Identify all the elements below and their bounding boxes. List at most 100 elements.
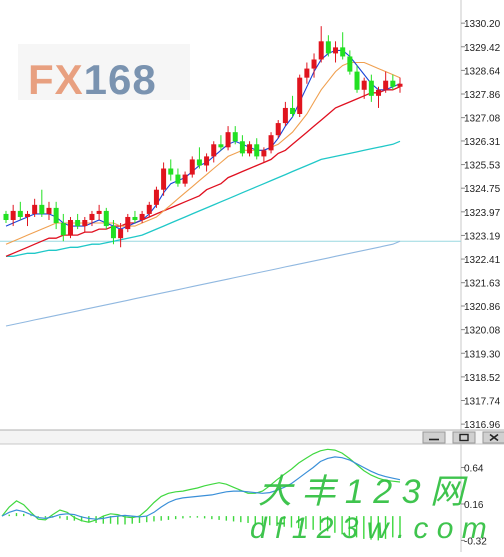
candle-body (182, 174, 188, 184)
candle-body (53, 207, 59, 224)
candle (17, 201, 23, 220)
price-tick-label: 1327.08 (464, 114, 501, 125)
candle-body (132, 216, 138, 220)
candle (247, 141, 253, 157)
candle (196, 147, 202, 169)
candle (318, 26, 324, 63)
minimize-button-frame[interactable] (422, 431, 446, 444)
watermark: 大 丰 1 2 3 网d f 1 2 3 w . c o m (250, 473, 487, 545)
candle-body (24, 213, 30, 217)
candle (376, 86, 382, 108)
candle-body (340, 47, 346, 57)
candle-body (168, 168, 174, 175)
candle (182, 171, 188, 187)
price-tick-label: 1318.52 (464, 373, 501, 384)
price-tick-label: 1330.20 (464, 19, 501, 30)
candle (268, 132, 274, 154)
candle-body (290, 107, 296, 114)
maximize-button-frame[interactable] (452, 431, 476, 444)
candle (118, 223, 124, 248)
candle-body (361, 80, 367, 90)
candle-body (125, 216, 131, 230)
maximize-button[interactable] (452, 431, 476, 444)
candle (368, 74, 374, 102)
price-panel: 1330.20 1329.42 1328.64 1327.86 1327.08 1326.… (0, 19, 501, 431)
close-icon (489, 433, 499, 442)
candle-body (325, 41, 331, 54)
price-tick-label: 1319.30 (464, 349, 501, 360)
candle-body (110, 226, 116, 239)
candle-body (390, 80, 396, 87)
price-tick-label: 1316.96 (464, 420, 501, 431)
candle (53, 201, 59, 230)
candle (354, 65, 360, 93)
candle (75, 213, 81, 230)
watermark-line2: d f 1 2 3 w . c o m (250, 512, 487, 545)
price-tick-label: 1320.86 (464, 302, 501, 313)
close-stroke (489, 433, 499, 442)
candle (347, 50, 353, 75)
price-tick-label: 1317.74 (464, 397, 501, 408)
candle (125, 213, 131, 233)
candle-body (354, 71, 360, 90)
candle (139, 210, 145, 224)
candle-body (211, 144, 217, 157)
candle-body (239, 141, 245, 154)
candle-body (75, 220, 81, 227)
candle-body (383, 80, 389, 90)
price-tick-label: 1324.75 (464, 184, 501, 195)
candle-body (17, 210, 23, 217)
price-tick-label: 1323.97 (464, 208, 501, 219)
panel-separator (0, 430, 504, 444)
candle (110, 220, 116, 245)
candle-body (196, 159, 202, 166)
candle-body (304, 68, 310, 78)
candle (3, 210, 9, 224)
candle (311, 53, 317, 78)
candle-body (204, 156, 210, 166)
candle (304, 62, 310, 84)
candle (146, 201, 152, 217)
candle (275, 120, 281, 139)
candle-body (218, 144, 224, 148)
maximize-icon (459, 433, 469, 442)
candle (82, 216, 88, 233)
candle-body (161, 168, 167, 190)
candle-body (261, 150, 267, 157)
candle-body (232, 132, 238, 142)
candle (103, 207, 109, 230)
candle-body (297, 77, 303, 114)
price-tick-label: 1320.08 (464, 326, 501, 337)
candle (39, 189, 45, 217)
indicator-tick-label: 0.64 (464, 464, 484, 475)
candle (225, 126, 231, 151)
candle-body (139, 213, 145, 220)
candle (390, 74, 396, 90)
indicator-tick-label: 0.16 (464, 500, 484, 511)
candle (211, 141, 217, 163)
candle-body (368, 80, 374, 96)
candle-body (46, 207, 52, 214)
candle (383, 71, 389, 93)
candle (168, 159, 174, 181)
candle (297, 74, 303, 118)
candle (218, 135, 224, 151)
price-tick-label: 1329.42 (464, 43, 501, 54)
minimize-button[interactable] (422, 431, 446, 444)
candle-body (153, 189, 159, 205)
candle (161, 162, 167, 196)
close-button[interactable] (482, 431, 504, 444)
candle (10, 204, 16, 227)
candle-body (103, 210, 109, 227)
candle-body (247, 144, 253, 154)
candle (340, 32, 346, 60)
candle-body (39, 204, 45, 214)
candle (325, 35, 331, 57)
price-tick-label: 1327.86 (464, 90, 501, 101)
candle-body (189, 159, 195, 175)
candle (24, 210, 30, 227)
price-tick-label: 1325.53 (464, 161, 501, 172)
candle (96, 204, 102, 220)
candle-body (175, 174, 181, 184)
